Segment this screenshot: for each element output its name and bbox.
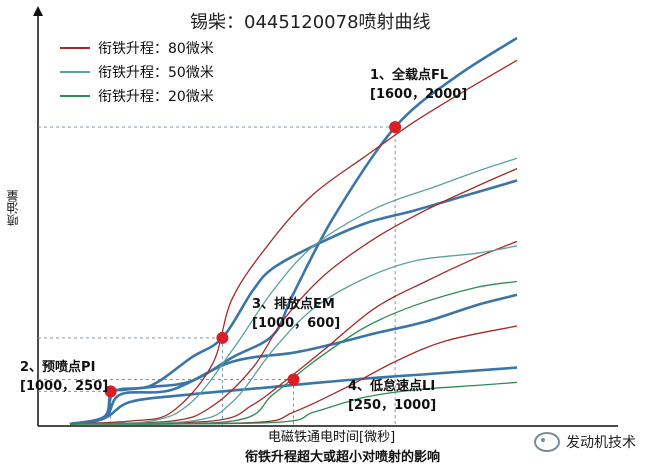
annotation-emission: 3、排放点EM [1000，600] <box>252 295 340 333</box>
annotation-coords: [250，1000] <box>348 398 437 413</box>
chart-caption: 衔铁升程超大或超小对喷射的影响 <box>245 450 441 465</box>
series-line-4 <box>69 366 518 426</box>
y-axis-arrow <box>33 6 43 16</box>
legend-label: 衔铁升程：50微米 <box>98 65 214 81</box>
axes <box>33 6 618 427</box>
annotation-coords: [1000，600] <box>252 316 341 331</box>
series-line-6 <box>69 168 518 425</box>
legend-swatch <box>60 71 90 73</box>
operating-point-marker-4 <box>389 121 402 134</box>
annotation-title: 1、全载点FL <box>370 68 449 83</box>
annotation-title: 2、预喷点PI <box>20 360 96 375</box>
annotation-pilot: 2、预喷点PI [1000，250] <box>20 358 108 396</box>
legend-label: 衔铁升程：80微米 <box>98 41 214 57</box>
series-line-10 <box>69 245 518 425</box>
series-line-9 <box>69 157 518 425</box>
wechat-icon <box>534 432 560 452</box>
marker-layer <box>104 121 402 398</box>
annotation-title: 4、低怠速点LI <box>348 379 436 394</box>
legend-entry-80: 衔铁升程：80微米 <box>60 38 214 58</box>
operating-point-marker-3 <box>287 373 300 386</box>
series-line-11 <box>69 280 518 425</box>
annotation-coords: [1000，250] <box>20 379 109 394</box>
series-line-7 <box>69 240 518 425</box>
legend-label: 衔铁升程：20微米 <box>98 89 214 105</box>
annotation-coords: [1600，2000] <box>370 87 468 102</box>
legend-entry-50: 衔铁升程：50微米 <box>60 62 214 82</box>
legend-swatch <box>60 47 90 49</box>
annotation-low-idle: 4、低怠速点LI [250，1000] <box>348 377 436 415</box>
operating-point-marker-2 <box>216 331 229 344</box>
annotation-title: 3、排放点EM <box>252 297 335 312</box>
watermark-text: 发动机技术 <box>566 435 636 451</box>
legend-swatch <box>60 95 90 97</box>
watermark: 发动机技术 <box>534 432 636 452</box>
chart-title: 锡柴：0445120078喷射曲线 <box>190 12 431 33</box>
series-line-5 <box>69 59 518 425</box>
series-line-12 <box>69 381 518 425</box>
x-axis-label: 电磁铁通电时间[微秒] <box>268 430 396 445</box>
y-axis-label: 喷油量 <box>6 190 20 226</box>
operating-point-marker-1 <box>104 385 117 398</box>
annotation-full-load: 1、全载点FL [1600，2000] <box>370 66 467 104</box>
legend-entry-20: 衔铁升程：20微米 <box>60 86 214 106</box>
series-line-3 <box>69 293 518 426</box>
